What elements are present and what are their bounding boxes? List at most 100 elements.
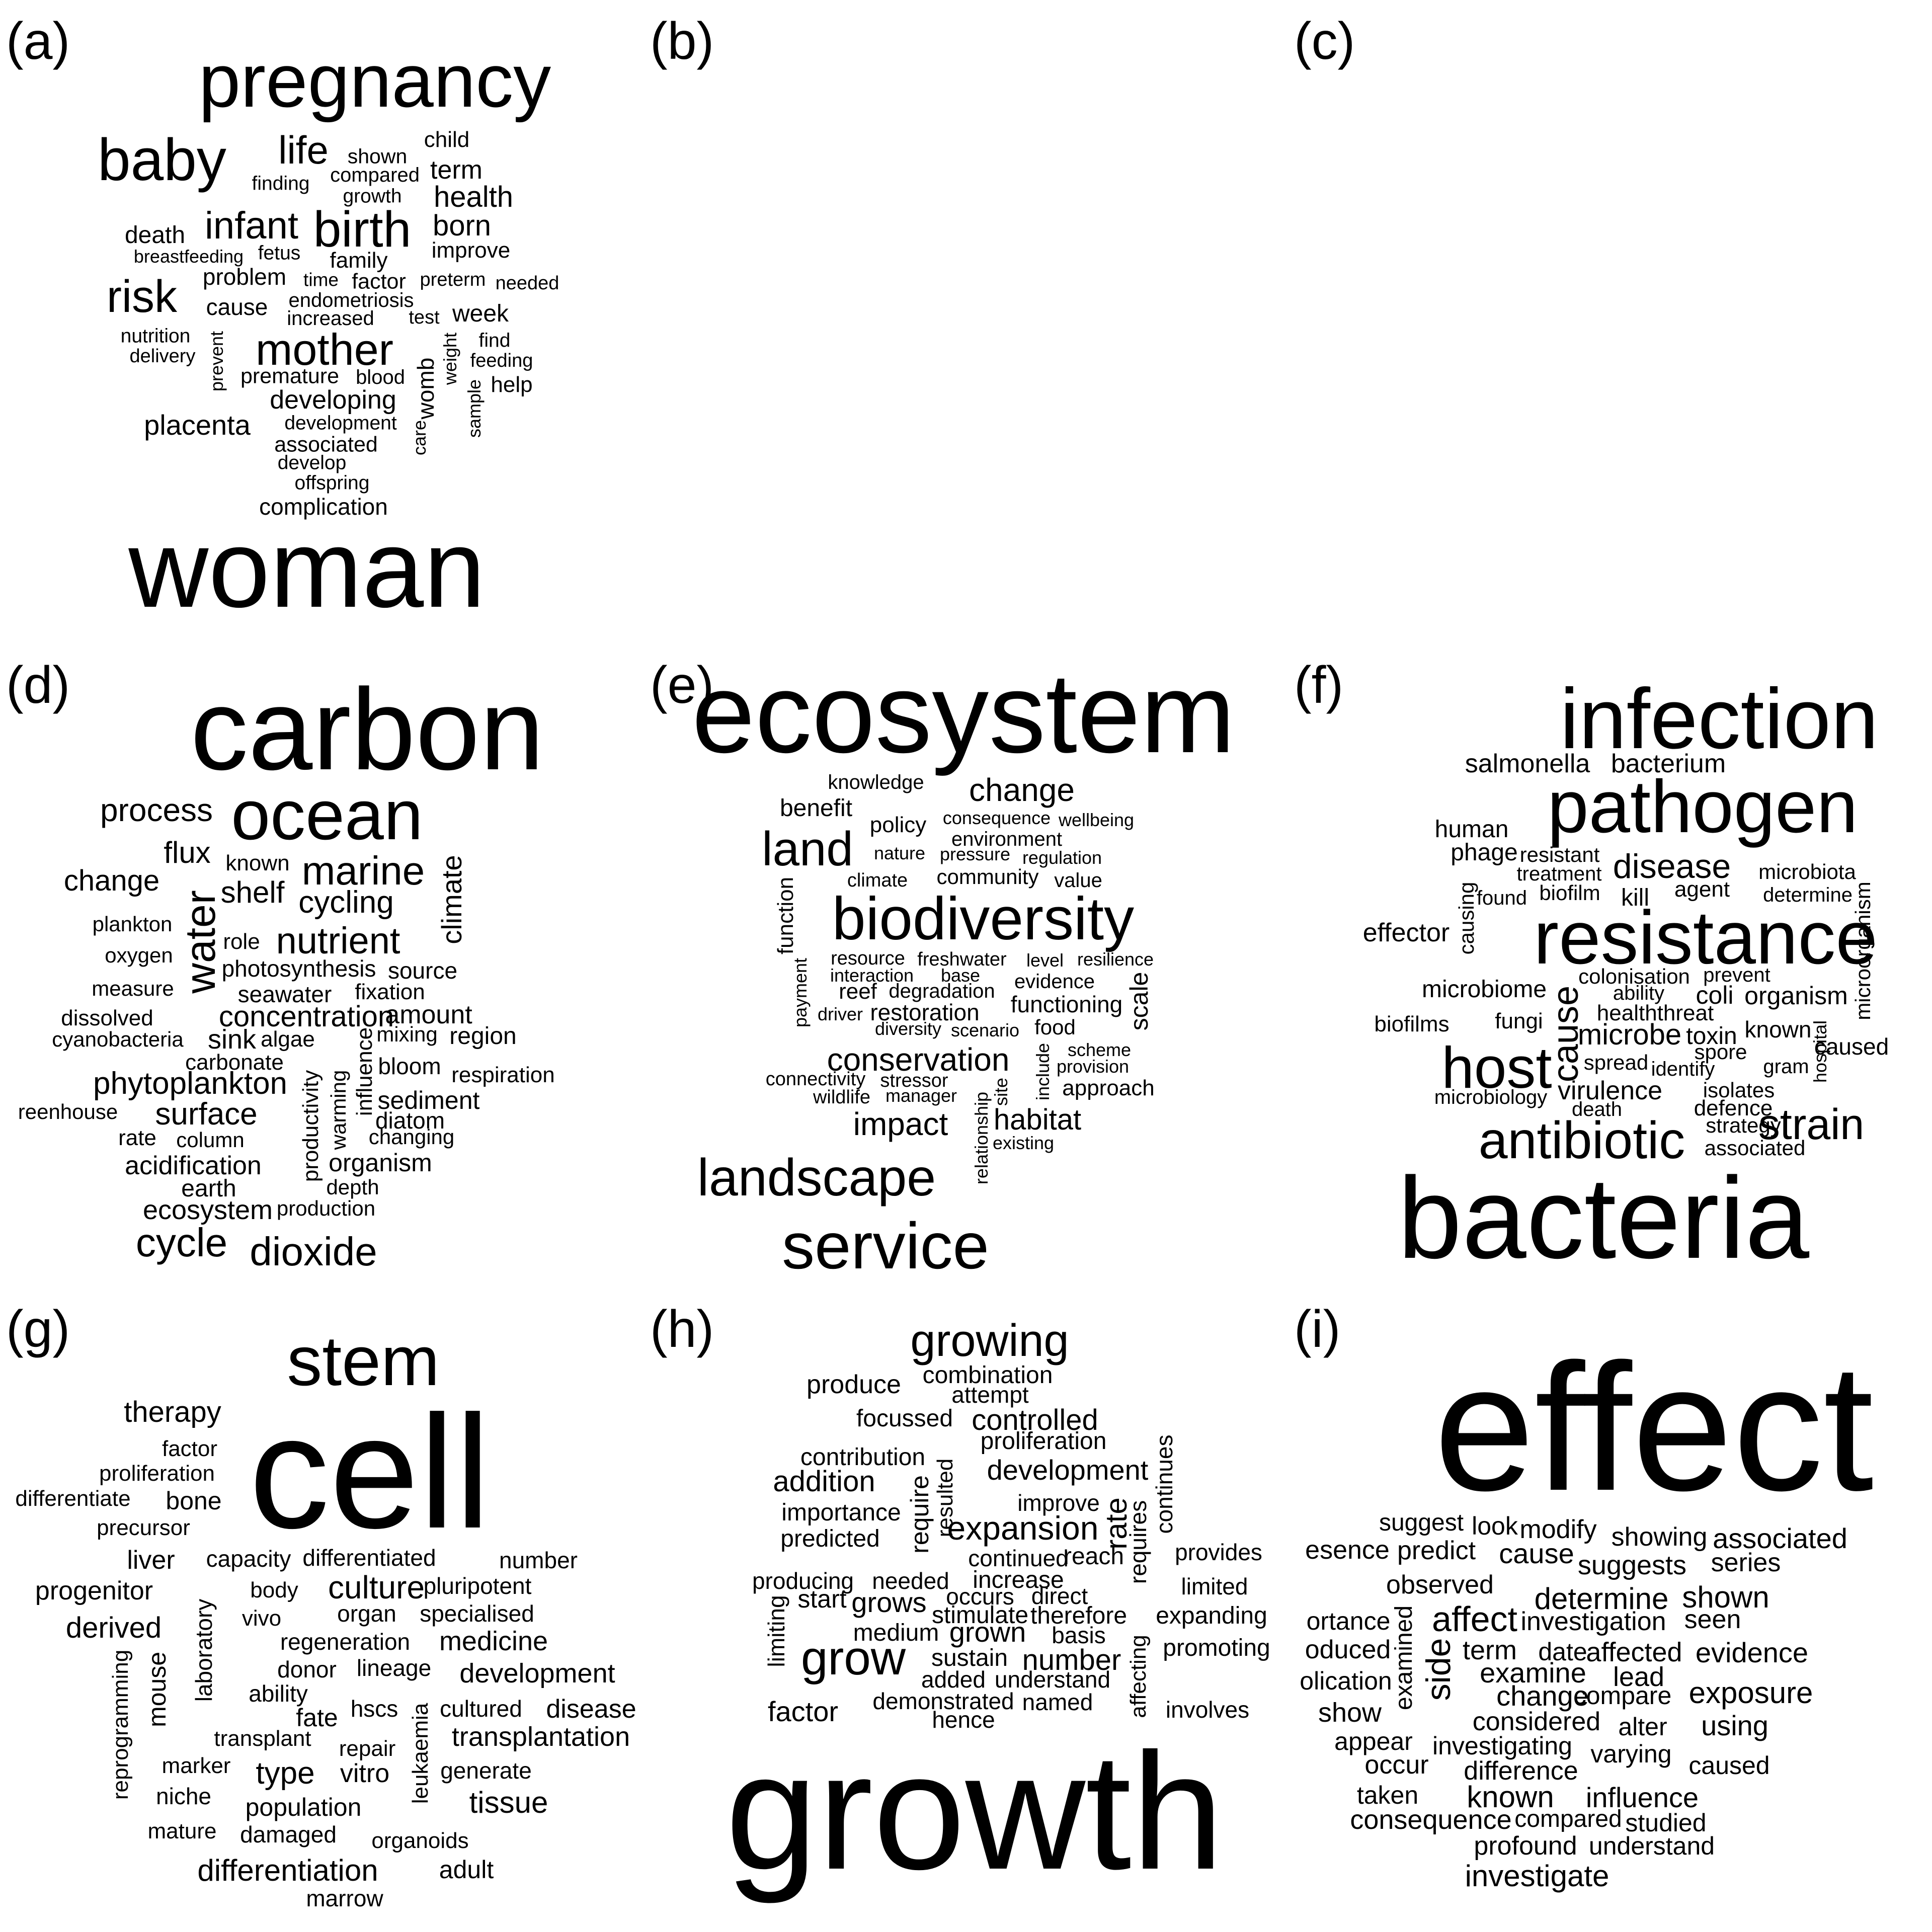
cloud-word: value — [1054, 869, 1102, 892]
cloud-word: understand — [1588, 1832, 1715, 1860]
cloud-word: precursor — [97, 1515, 190, 1540]
cloud-word: stem — [287, 1321, 440, 1400]
cloud-word: population — [245, 1793, 362, 1821]
cloud-word: specialised — [420, 1600, 534, 1627]
cloud-word: wildlife — [813, 1087, 871, 1108]
cloud-word: habitat — [993, 1103, 1082, 1136]
cloud-word: colonisation — [1578, 964, 1690, 988]
cloud-word: determine — [1534, 1582, 1669, 1616]
cloud-word: warming — [327, 1070, 350, 1150]
cloud-word: existing — [992, 1133, 1055, 1153]
cloud-word: marker — [162, 1753, 231, 1778]
cloud-word: improve — [431, 238, 511, 263]
cloud-word: produce — [807, 1370, 901, 1399]
cloud-word: production — [276, 1196, 376, 1220]
cloud-word: organoids — [371, 1828, 469, 1853]
cloud-word: fetus — [258, 242, 301, 264]
cloud-word: associated — [1713, 1522, 1847, 1554]
cloud-word: growth — [343, 185, 402, 207]
cloud-word: grown — [949, 1616, 1026, 1648]
cloud-word: mature — [147, 1819, 217, 1843]
cloud-word: investigate — [1465, 1859, 1609, 1893]
cloud-word: death — [1571, 1098, 1623, 1120]
cloud-word: side — [1419, 1638, 1458, 1701]
cloud-word: spore — [1694, 1040, 1747, 1064]
cloud-word: marrow — [306, 1885, 383, 1911]
cloud-word: organism — [1744, 982, 1848, 1010]
panel-label: (h) — [650, 1300, 714, 1358]
cloud-word: requires — [1125, 1500, 1151, 1584]
cloud-word: medium — [853, 1620, 939, 1646]
cloud-word: alter — [1618, 1713, 1667, 1741]
cloud-word: influence — [352, 1027, 377, 1116]
cloud-word: named — [1022, 1689, 1093, 1715]
word-cloud-panel: (a) pregnancy baby life child shown term findin… — [0, 0, 644, 644]
cloud-word: rate — [118, 1125, 156, 1150]
cloud-word: acidification — [125, 1151, 262, 1180]
cloud-word: organ — [337, 1600, 396, 1627]
cloud-word: interaction — [830, 965, 914, 986]
cloud-word: land — [762, 822, 853, 876]
cloud-word: photosynthesis — [221, 955, 376, 982]
cloud-word: continued — [968, 1545, 1069, 1571]
panel-label: (d) — [6, 656, 70, 714]
cloud-word: prevent — [1703, 964, 1770, 986]
cloud-word: carbonate — [185, 1050, 284, 1075]
cloud-word: carbon — [190, 665, 544, 794]
cloud-word: column — [176, 1128, 245, 1152]
cloud-word: biodiversity — [832, 885, 1135, 952]
cloud-word: offspring — [294, 472, 370, 494]
cloud-word: driver — [817, 1004, 863, 1024]
cloud-word: test — [409, 307, 440, 328]
panel-label: (c) — [1294, 12, 1355, 70]
cloud-word: resistant — [1519, 843, 1600, 866]
cloud-word: lineage — [356, 1655, 432, 1681]
cloud-word: measure — [92, 977, 174, 1000]
word-cloud-panel: (c)computationperformancecomputerexistin… — [1288, 0, 1932, 644]
cloud-word: water — [177, 890, 224, 994]
panel-label: (e) — [650, 656, 714, 714]
cloud-word: fixation — [355, 980, 425, 1004]
cloud-word: lead — [1613, 1662, 1665, 1692]
cloud-word: finding — [252, 173, 310, 195]
cloud-word: derived — [65, 1612, 162, 1644]
cloud-word: help — [491, 372, 533, 397]
cloud-word: change — [1496, 1680, 1589, 1712]
cloud-word: considered — [1472, 1707, 1601, 1736]
cloud-word: conservation — [827, 1041, 1010, 1078]
cloud-word: human — [1434, 816, 1509, 843]
cloud-word: climate — [436, 855, 467, 944]
cloud-word: determine — [1763, 884, 1853, 906]
cloud-word: understand — [994, 1666, 1111, 1693]
cloud-word: host — [1441, 1035, 1552, 1100]
panel-label: (a) — [6, 12, 70, 70]
cloud-word: region — [449, 1023, 517, 1050]
cloud-word: occurs — [946, 1583, 1014, 1609]
cloud-word: phytoplankton — [93, 1066, 288, 1101]
cloud-word: born — [432, 209, 492, 242]
cloud-word: term — [430, 155, 482, 185]
cloud-word: knowledge — [828, 771, 924, 793]
word-cloud-panel: (i) effect suggest look modify showing associa… — [1288, 1288, 1932, 1932]
cloud-word: sediment — [377, 1086, 480, 1114]
cloud-word: food — [1034, 1015, 1076, 1039]
cloud-word: vivo — [242, 1606, 282, 1631]
cloud-word: diversity — [874, 1018, 942, 1039]
cloud-word: exposure — [1688, 1676, 1813, 1710]
cloud-word: investigating — [1432, 1732, 1572, 1760]
cloud-word: development — [987, 1454, 1149, 1486]
cloud-word: cell — [249, 1382, 491, 1562]
word-cloud-panel: (h) growing combination produce attempt focus… — [644, 1288, 1288, 1932]
cloud-word: attempt — [951, 1382, 1029, 1408]
cloud-word: level — [1026, 950, 1064, 971]
cloud-word: found — [1476, 887, 1527, 909]
cloud-word: fate — [296, 1704, 338, 1732]
cloud-word: progenitor — [35, 1576, 153, 1605]
cloud-word: focussed — [856, 1405, 953, 1432]
cloud-word: niche — [156, 1783, 211, 1809]
panel-label: (f) — [1294, 656, 1344, 714]
cloud-word: biofilms — [1374, 1012, 1450, 1036]
cloud-word: esence — [1305, 1536, 1390, 1565]
cloud-word: compared — [1514, 1806, 1622, 1832]
cloud-word: development — [284, 412, 397, 434]
